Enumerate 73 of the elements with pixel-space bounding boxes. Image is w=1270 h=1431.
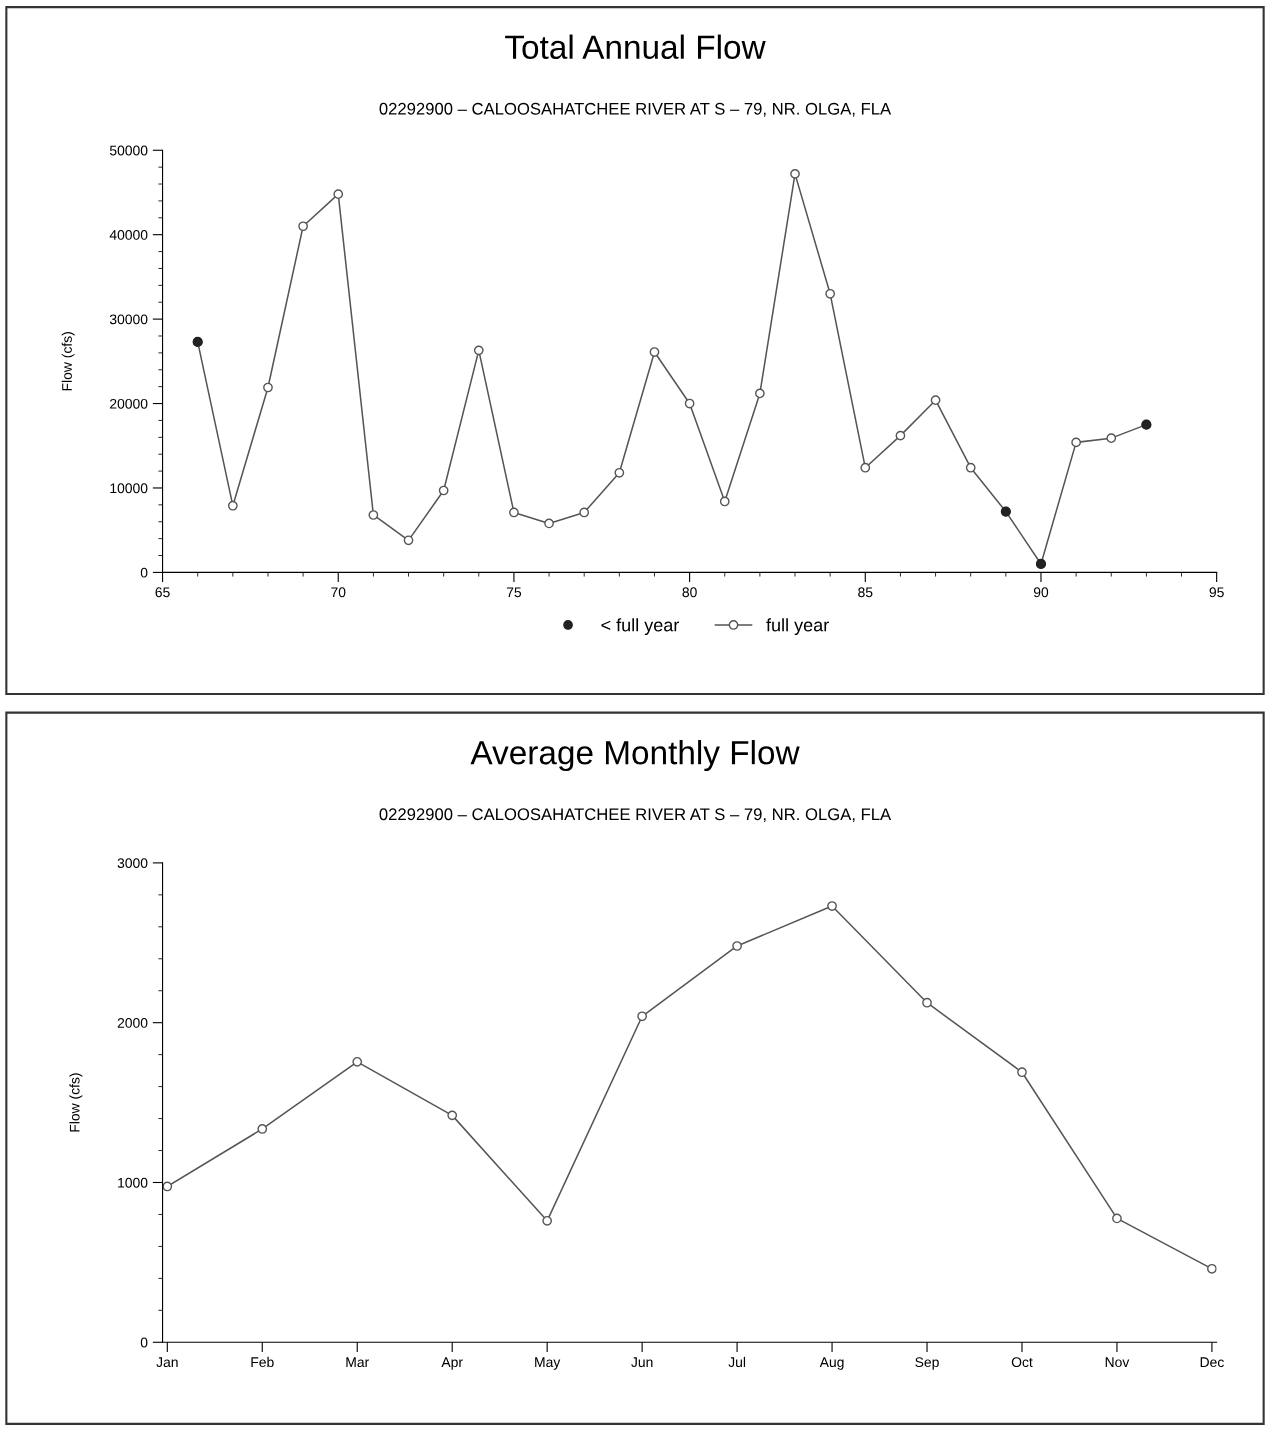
y-tick-label: 50000 — [109, 145, 148, 156]
point — [1207, 1263, 1217, 1274]
point — [1112, 1213, 1122, 1224]
point — [684, 398, 695, 409]
chart-subtitle: 02292900 – CALOOSAHATCHEE RIVER AT S – 79, NR. OLGA, FLA — [379, 102, 892, 117]
point — [719, 496, 730, 507]
point — [614, 467, 625, 478]
y-tick-label: 2000 — [117, 1018, 148, 1028]
point — [790, 169, 800, 179]
y-tick-label: 1000 — [118, 1177, 148, 1188]
x-tick-label: Apr — [441, 1357, 463, 1370]
x-tick-label: Jul — [728, 1356, 746, 1368]
y-tick-label: 40000 — [109, 230, 148, 240]
x-tick-label: 95 — [1209, 587, 1224, 598]
x-tick-label: Feb — [251, 1356, 274, 1368]
x-tick-label: 80 — [682, 587, 697, 598]
point — [447, 1110, 458, 1121]
x-tick-label: 90 — [1033, 587, 1049, 598]
x-tick-label: Jun — [631, 1357, 653, 1368]
point — [922, 997, 932, 1008]
point — [637, 1011, 647, 1022]
y-tick-label: 0 — [140, 1337, 148, 1348]
x-tick-label: May — [535, 1357, 561, 1370]
legend-label: < full year — [601, 618, 680, 636]
point — [544, 518, 554, 529]
point — [352, 1056, 363, 1067]
y-axis-title: Flow (cfs) — [69, 1073, 83, 1132]
x-tick-label: Sep — [915, 1357, 939, 1370]
point — [473, 345, 484, 356]
point — [333, 189, 344, 200]
point — [860, 462, 871, 473]
x-tick-label: Aug — [819, 1357, 844, 1370]
point — [162, 1181, 173, 1192]
point — [732, 941, 742, 951]
point — [368, 510, 379, 520]
point — [825, 288, 836, 299]
x-tick-label: 70 — [331, 587, 346, 598]
x-tick-label: 85 — [858, 587, 873, 598]
y-tick-label: 3000 — [117, 858, 148, 869]
chart-title: Total Annual Flow — [505, 34, 766, 60]
x-tick-label: Dec — [1200, 1357, 1224, 1368]
point — [227, 500, 238, 511]
point — [965, 462, 976, 473]
point — [755, 388, 765, 399]
point — [1106, 433, 1117, 444]
point — [509, 507, 519, 518]
chart-subtitle: 02292900 – CALOOSAHATCHEE RIVER AT S – 79, NR. OLGA, FLA — [379, 808, 892, 823]
point — [930, 395, 941, 406]
x-tick-label: 75 — [506, 587, 522, 598]
legend-label: full year — [766, 618, 829, 636]
point — [403, 535, 414, 546]
point — [438, 485, 449, 496]
x-tick-label: Nov — [1105, 1357, 1130, 1368]
x-tick-label: Oct — [1011, 1357, 1033, 1368]
point — [649, 347, 660, 357]
y-axis-title: Flow (cfs) — [61, 332, 75, 391]
point — [895, 430, 906, 441]
point — [827, 901, 837, 911]
x-tick-label: 65 — [155, 587, 170, 598]
point — [1017, 1067, 1027, 1078]
point — [1071, 437, 1081, 448]
point — [257, 1124, 268, 1134]
chart-title: Average Monthly Flow — [470, 740, 800, 772]
y-tick-label: 30000 — [109, 314, 148, 325]
y-tick-label: 10000 — [110, 483, 148, 494]
point — [263, 382, 273, 393]
x-tick-label: Mar — [346, 1357, 369, 1368]
x-tick-label: Jan — [156, 1357, 178, 1368]
y-tick-label: 20000 — [110, 398, 148, 409]
y-tick-label: 0 — [140, 567, 148, 578]
point — [542, 1215, 553, 1226]
point — [298, 221, 308, 232]
point — [579, 507, 590, 518]
